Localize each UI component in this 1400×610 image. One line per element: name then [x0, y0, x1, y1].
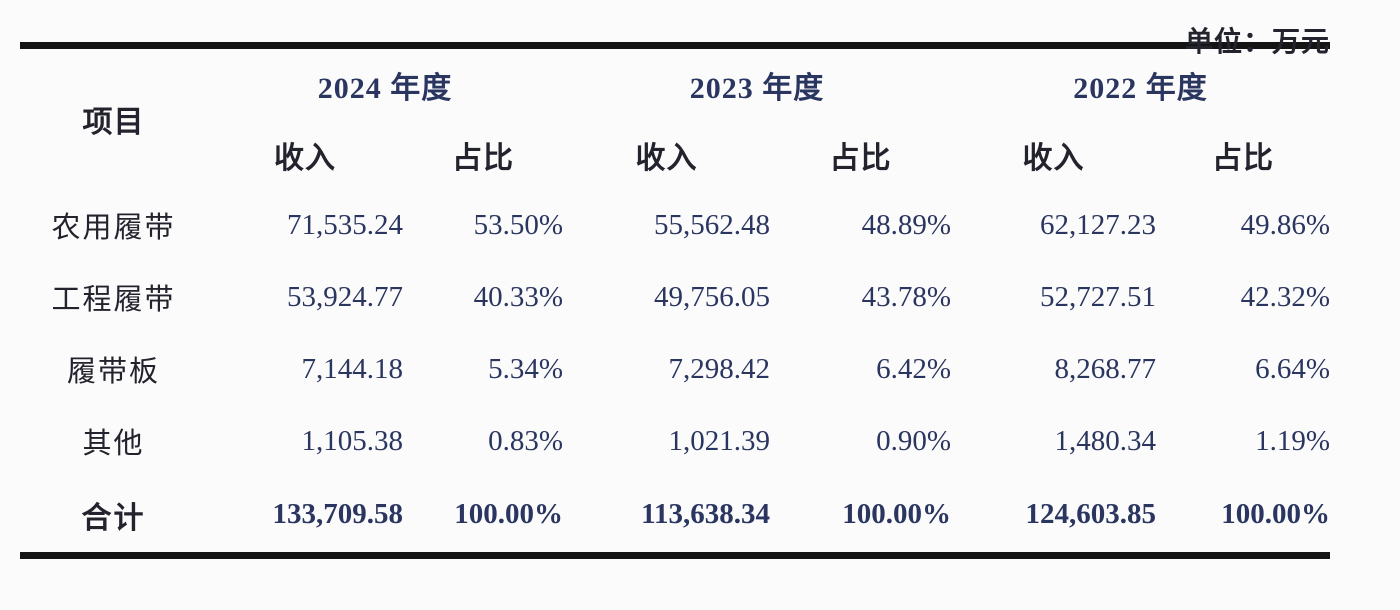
column-header-year-2022: 2022 年度 [1073, 71, 1208, 105]
column-header-revenue-2022: 收入 [1022, 141, 1085, 175]
column-header-year-2023: 2023 年度 [689, 71, 825, 105]
revenue-2023-cell: 7,298.42 [668, 352, 771, 385]
revenue-2022-cell: 8,268.77 [1054, 352, 1157, 385]
column-header-item: 项目 [82, 106, 145, 139]
revenue-2024-cell: 7,144.18 [301, 352, 404, 385]
table-row-agricultural-tracks: 农用履带 71,535.24 53.50% 55,562.48 48.89% 6… [20, 189, 1330, 261]
table-bottom-double-rule [20, 552, 1330, 559]
column-header-share-2022: 占比 [1212, 141, 1274, 175]
share-2023-cell: 6.42% [876, 352, 951, 385]
unit-label: 单位：万元 [1184, 27, 1330, 58]
document-page: 单位：万元 项目 2024 年度 2023 年度 2022 年度 收入 占比 收… [20, 0, 1330, 559]
table-top-double-rule [20, 42, 1330, 49]
total-share-2024-cell: 100.00% [454, 498, 563, 530]
share-2024-cell: 0.83% [488, 424, 563, 457]
column-header-revenue-2024: 收入 [274, 141, 336, 175]
revenue-2024-cell: 53,924.77 [287, 280, 403, 313]
revenue-2024-cell: 71,535.24 [287, 208, 403, 241]
total-revenue-2023-cell: 113,638.34 [641, 498, 770, 530]
revenue-2023-cell: 55,562.48 [654, 208, 770, 241]
column-header-share-2024: 占比 [452, 141, 514, 175]
column-header-share-2023: 占比 [829, 141, 892, 175]
share-2022-cell: 6.64% [1255, 352, 1330, 385]
table-row-total: 合计 133,709.58 100.00% 113,638.34 100.00%… [20, 477, 1331, 552]
total-revenue-2022-cell: 124,603.85 [1025, 498, 1157, 530]
share-2022-cell: 49.86% [1240, 208, 1330, 241]
table-row-track-plates: 履带板 7,144.18 5.34% 7,298.42 6.42% 8,268.… [20, 333, 1330, 405]
item-label: 履带板 [66, 356, 160, 388]
revenue-2024-cell: 1,105.38 [301, 424, 404, 457]
total-label: 合计 [81, 501, 146, 535]
total-share-2023-cell: 100.00% [842, 498, 951, 530]
table-row-engineering-tracks: 工程履带 53,924.77 40.33% 49,756.05 43.78% 5… [20, 261, 1330, 333]
revenue-2022-cell: 62,127.23 [1040, 208, 1156, 241]
share-2024-cell: 40.33% [473, 280, 563, 313]
share-2023-cell: 48.89% [861, 208, 951, 241]
column-header-year-2024: 2024 年度 [317, 71, 453, 105]
total-share-2022-cell: 100.00% [1221, 498, 1330, 530]
header-row-subcolumns: 收入 占比 收入 占比 收入 占比 [20, 120, 1330, 189]
revenue-2023-cell: 49,756.05 [654, 280, 770, 313]
share-2022-cell: 42.32% [1240, 280, 1330, 313]
revenue-2023-cell: 1,021.39 [668, 424, 771, 457]
item-label: 工程履带 [51, 284, 176, 316]
share-2024-cell: 5.34% [488, 352, 563, 385]
share-2023-cell: 0.90% [876, 424, 951, 457]
share-2024-cell: 53.50% [473, 208, 563, 241]
header-row-years: 项目 2024 年度 2023 年度 2022 年度 [20, 49, 1330, 140]
item-label: 农用履带 [51, 212, 176, 244]
item-label: 其他 [82, 428, 145, 460]
share-2022-cell: 1.19% [1255, 424, 1330, 457]
revenue-breakdown-table: 项目 2024 年度 2023 年度 2022 年度 收入 占比 收入 占比 收… [20, 49, 1330, 552]
revenue-2022-cell: 1,480.34 [1054, 424, 1157, 457]
column-header-revenue-2023: 收入 [635, 141, 698, 175]
share-2023-cell: 43.78% [861, 280, 951, 313]
revenue-2022-cell: 52,727.51 [1040, 280, 1156, 313]
total-revenue-2024-cell: 133,709.58 [272, 498, 404, 530]
table-row-other: 其他 1,105.38 0.83% 1,021.39 0.90% 1,480.3… [20, 405, 1330, 477]
